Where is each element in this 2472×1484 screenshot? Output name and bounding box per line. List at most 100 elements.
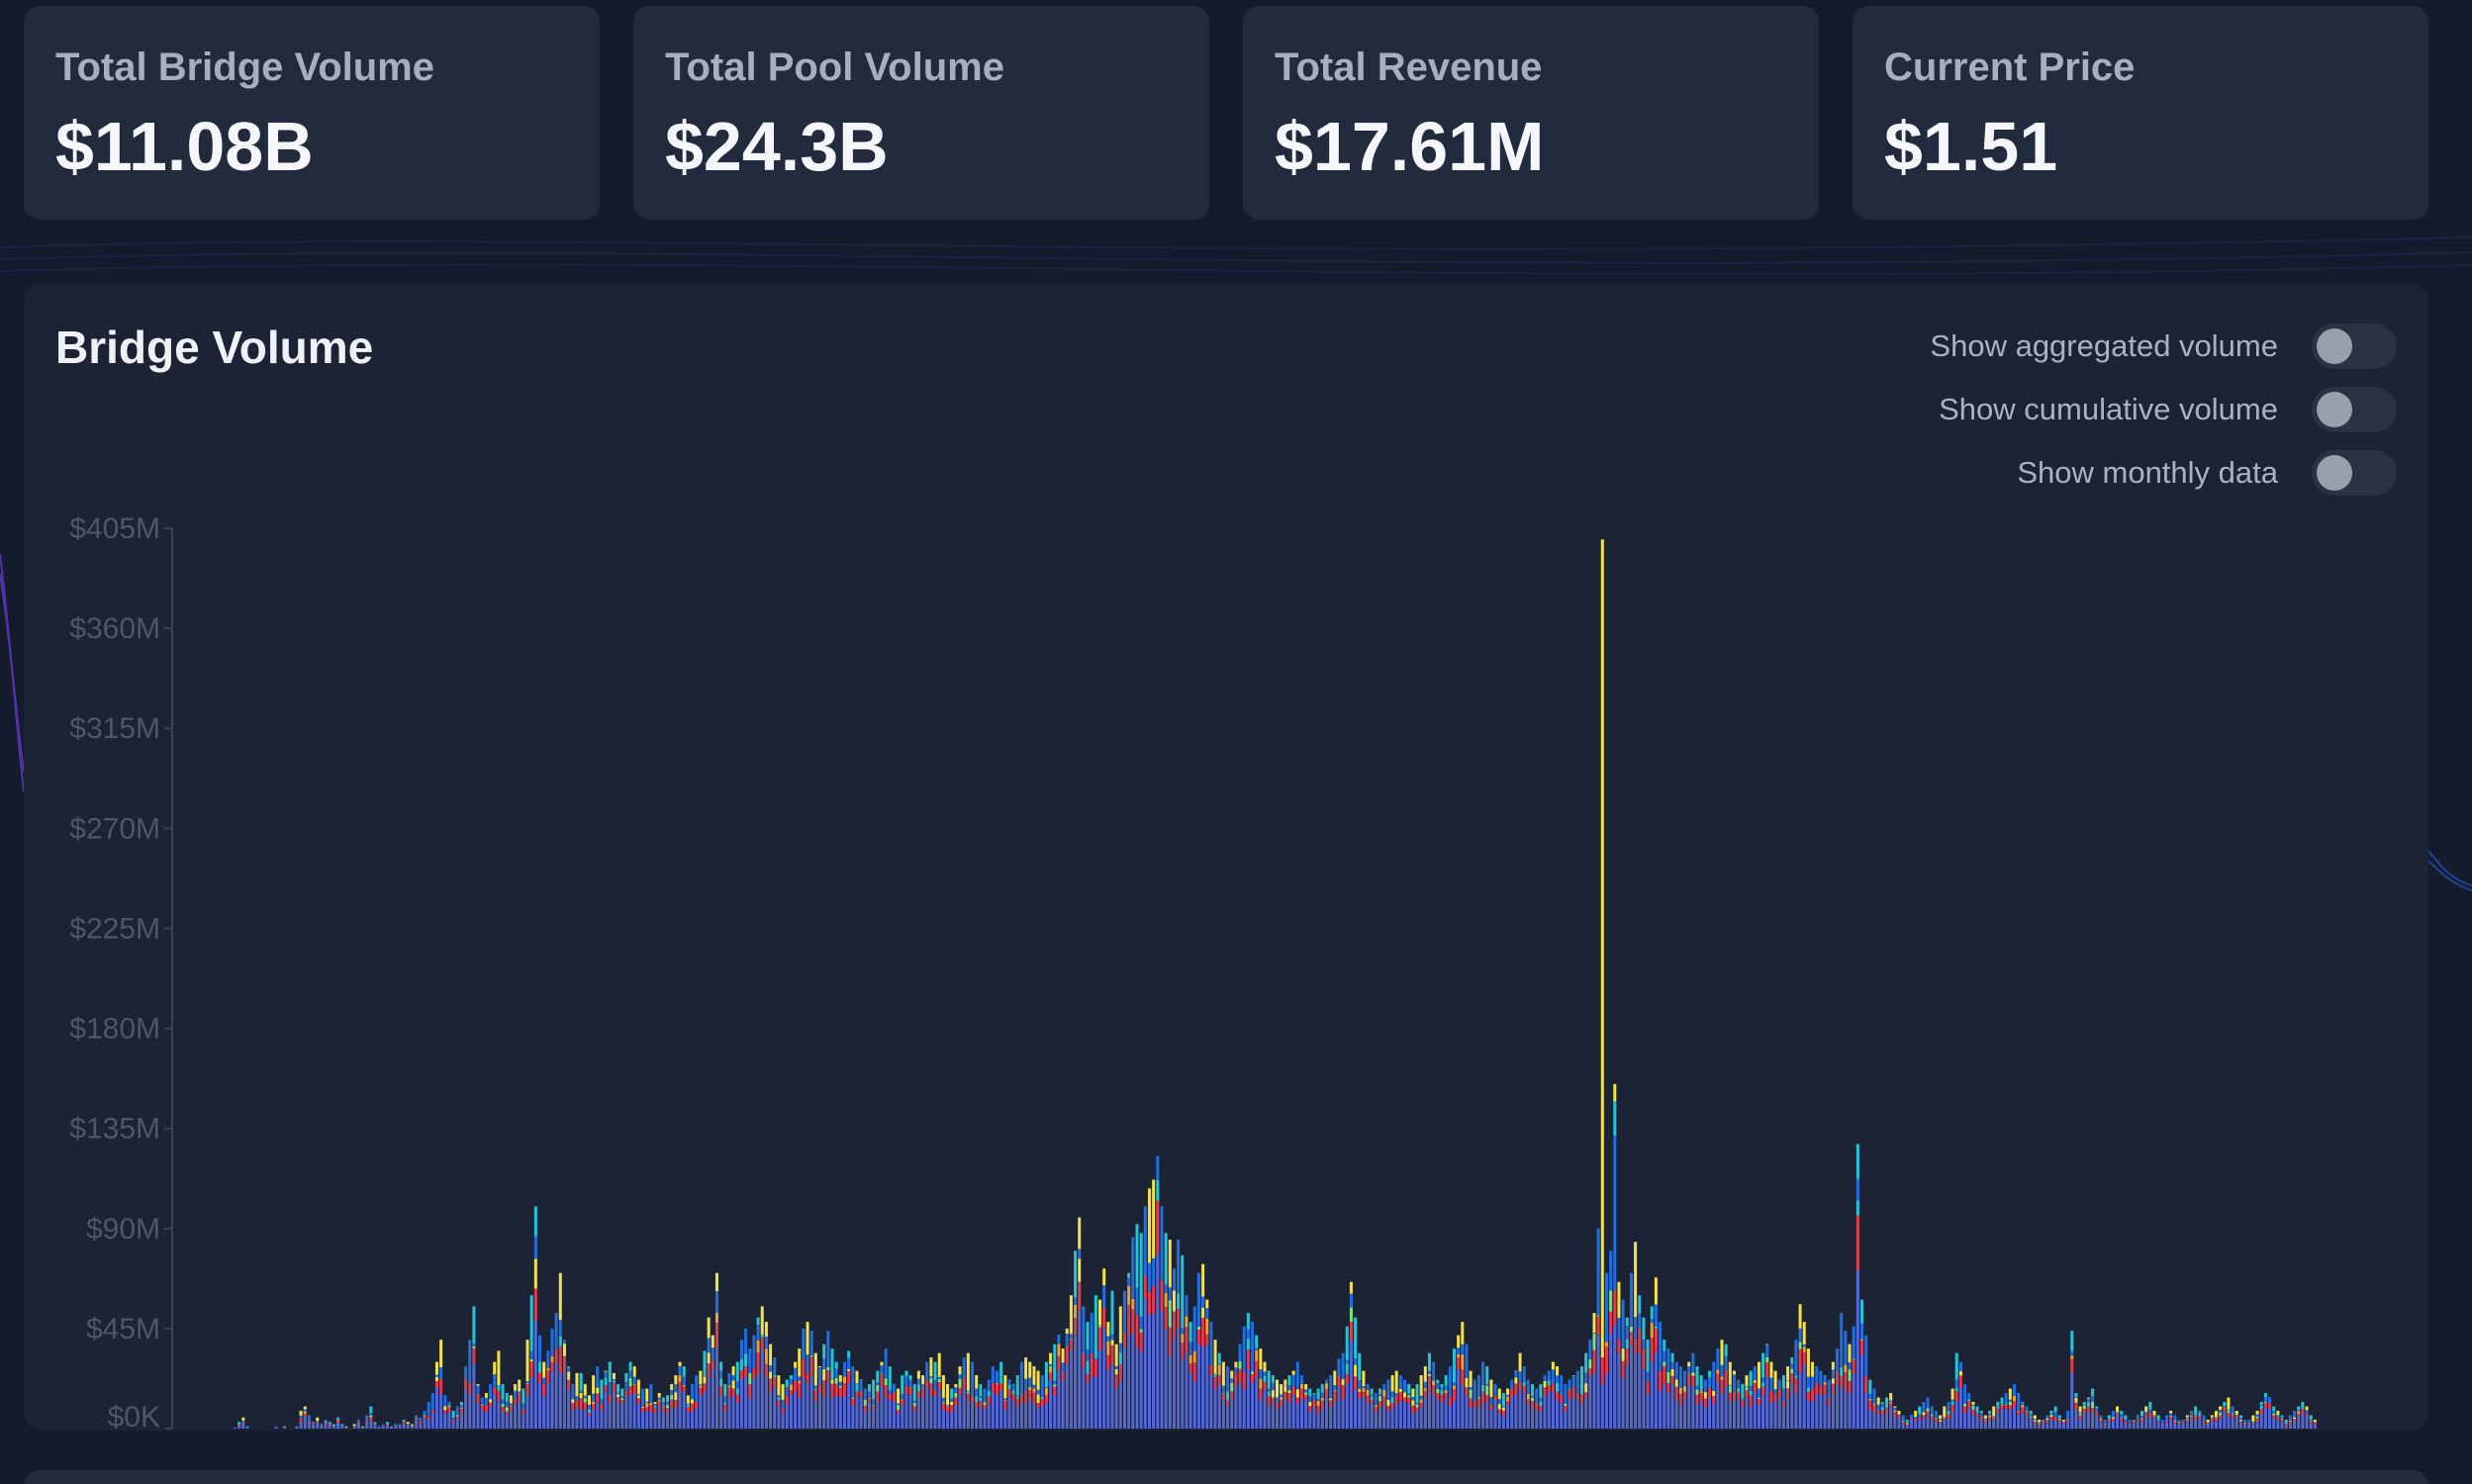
volume-bar[interactable]: [1958, 1361, 1962, 1429]
volume-bar[interactable]: [1852, 1326, 1855, 1429]
volume-bar[interactable]: [1205, 1299, 1209, 1429]
volume-bar[interactable]: [975, 1375, 979, 1429]
volume-bar[interactable]: [2128, 1420, 2132, 1429]
volume-bar[interactable]: [1753, 1366, 1757, 1429]
volume-bar[interactable]: [1403, 1379, 1407, 1429]
volume-bar[interactable]: [2276, 1411, 2280, 1429]
volume-bar[interactable]: [1943, 1406, 1947, 1429]
volume-bar[interactable]: [1407, 1384, 1411, 1429]
volume-bar[interactable]: [813, 1352, 817, 1429]
volume-bar[interactable]: [760, 1306, 764, 1429]
volume-bar[interactable]: [842, 1361, 846, 1429]
volume-bar[interactable]: [1979, 1411, 1983, 1429]
volume-bar[interactable]: [789, 1375, 793, 1429]
volume-bar[interactable]: [1831, 1361, 1835, 1429]
volume-bar[interactable]: [1011, 1384, 1015, 1429]
volume-bar[interactable]: [908, 1375, 912, 1429]
volume-bar[interactable]: [522, 1388, 525, 1429]
volume-bar[interactable]: [2107, 1415, 2111, 1429]
volume-bar[interactable]: [2301, 1402, 2305, 1429]
volume-bar[interactable]: [2272, 1406, 2276, 1429]
volume-bar[interactable]: [2231, 1406, 2234, 1429]
volume-bar[interactable]: [365, 1415, 369, 1429]
volume-bar[interactable]: [514, 1384, 518, 1429]
volume-bar[interactable]: [1139, 1233, 1143, 1429]
volume-bar[interactable]: [1358, 1352, 1362, 1429]
volume-bar[interactable]: [1457, 1335, 1461, 1429]
volume-bar[interactable]: [332, 1424, 335, 1429]
volume-bar[interactable]: [983, 1388, 987, 1429]
volume-bar[interactable]: [979, 1384, 983, 1429]
volume-bar[interactable]: [2268, 1397, 2272, 1429]
volume-bar[interactable]: [1757, 1361, 1760, 1429]
volume-bar[interactable]: [1600, 539, 1604, 1429]
volume-bar[interactable]: [2297, 1406, 2301, 1429]
volume-bar[interactable]: [1716, 1348, 1720, 1429]
volume-bar[interactable]: [929, 1357, 933, 1429]
volume-bar[interactable]: [946, 1384, 950, 1429]
volume-bar[interactable]: [1263, 1361, 1267, 1429]
volume-bar[interactable]: [628, 1361, 632, 1429]
volume-bar[interactable]: [950, 1388, 954, 1429]
volume-bar[interactable]: [714, 1272, 718, 1429]
volume-bar[interactable]: [600, 1379, 604, 1429]
volume-bar[interactable]: [756, 1317, 760, 1429]
volume-bar[interactable]: [1674, 1361, 1678, 1429]
volume-bar[interactable]: [707, 1317, 711, 1429]
volume-bar[interactable]: [1728, 1361, 1732, 1429]
volume-bar[interactable]: [2029, 1411, 2033, 1429]
volume-bar[interactable]: [617, 1384, 620, 1429]
volume-bar[interactable]: [398, 1424, 402, 1429]
volume-bar[interactable]: [427, 1402, 430, 1429]
volume-bar[interactable]: [872, 1379, 876, 1429]
volume-bar[interactable]: [542, 1361, 546, 1429]
volume-bar[interactable]: [1366, 1383, 1370, 1429]
volume-bar[interactable]: [1217, 1352, 1221, 1429]
volume-bar[interactable]: [937, 1352, 941, 1429]
volume-bar[interactable]: [2255, 1411, 2259, 1429]
volume-bar[interactable]: [1168, 1240, 1172, 1429]
volume-bar[interactable]: [2251, 1415, 2255, 1429]
volume-bar[interactable]: [1947, 1402, 1950, 1429]
volume-bar[interactable]: [1790, 1357, 1794, 1429]
volume-bar[interactable]: [2234, 1411, 2238, 1429]
volume-bar[interactable]: [2004, 1393, 2008, 1429]
volume-bar[interactable]: [666, 1395, 670, 1429]
volume-bar[interactable]: [2177, 1420, 2181, 1429]
volume-bar[interactable]: [390, 1426, 394, 1429]
volume-bar[interactable]: [1510, 1379, 1514, 1429]
volume-bar[interactable]: [695, 1375, 699, 1429]
volume-bar[interactable]: [1164, 1233, 1168, 1429]
volume-bar[interactable]: [1663, 1340, 1666, 1429]
volume-bar[interactable]: [1086, 1322, 1090, 1429]
volume-bar[interactable]: [316, 1417, 320, 1429]
volume-bar[interactable]: [1242, 1326, 1246, 1429]
volume-bar[interactable]: [1930, 1406, 1934, 1429]
volume-bar[interactable]: [809, 1331, 813, 1429]
volume-bar[interactable]: [690, 1384, 694, 1429]
volume-bar[interactable]: [303, 1406, 307, 1429]
volume-bar[interactable]: [1741, 1384, 1745, 1429]
volume-bar[interactable]: [2259, 1402, 2263, 1429]
volume-bar[interactable]: [752, 1335, 756, 1429]
volume-bar[interactable]: [2238, 1415, 2242, 1429]
volume-bar[interactable]: [2136, 1415, 2139, 1429]
volume-bar[interactable]: [434, 1361, 438, 1429]
volume-bar[interactable]: [1526, 1379, 1530, 1429]
volume-bar[interactable]: [1251, 1322, 1255, 1429]
volume-bar[interactable]: [352, 1424, 356, 1429]
volume-bar[interactable]: [1683, 1370, 1687, 1429]
volume-bar[interactable]: [419, 1417, 423, 1429]
aggregated-volume-toggle[interactable]: [2312, 324, 2397, 369]
volume-bar[interactable]: [1909, 1415, 1913, 1429]
volume-bar[interactable]: [1996, 1402, 2000, 1429]
volume-bar[interactable]: [686, 1395, 690, 1429]
volume-bar[interactable]: [554, 1313, 558, 1429]
volume-bar[interactable]: [1362, 1370, 1366, 1429]
volume-bar[interactable]: [1918, 1406, 1922, 1429]
volume-bar[interactable]: [1386, 1379, 1390, 1429]
volume-bar[interactable]: [1703, 1379, 1707, 1429]
volume-bar[interactable]: [1131, 1237, 1135, 1429]
volume-bar[interactable]: [2120, 1411, 2124, 1429]
volume-bar[interactable]: [1855, 1144, 1859, 1429]
